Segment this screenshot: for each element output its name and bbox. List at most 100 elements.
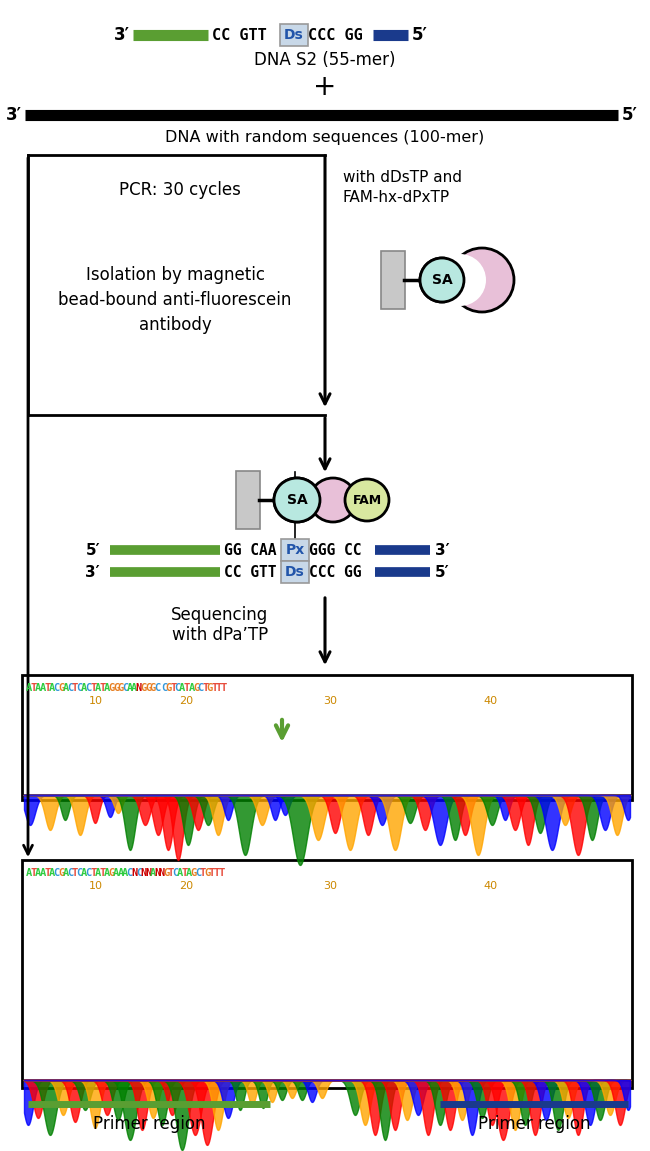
Text: 10: 10 (89, 696, 103, 706)
Text: G: G (140, 683, 147, 693)
Text: Primer region: Primer region (93, 1115, 205, 1133)
Text: T: T (72, 683, 78, 693)
FancyBboxPatch shape (281, 539, 309, 561)
Text: A: A (35, 868, 42, 878)
Text: T: T (202, 683, 209, 693)
Text: DNA S2 (55-mer): DNA S2 (55-mer) (254, 51, 396, 69)
Text: 5′: 5′ (85, 542, 100, 557)
Text: 40: 40 (483, 881, 497, 891)
Text: T: T (184, 683, 190, 693)
Text: A: A (118, 868, 124, 878)
Text: C: C (172, 868, 179, 878)
Text: A: A (40, 868, 46, 878)
Text: T: T (90, 868, 96, 878)
Text: G: G (166, 683, 172, 693)
Text: DNA with random sequences (100-mer): DNA with random sequences (100-mer) (165, 130, 485, 145)
Text: C: C (86, 868, 92, 878)
Text: C: C (161, 683, 167, 693)
Text: PCR: 30 cycles: PCR: 30 cycles (119, 181, 241, 199)
Text: 3′: 3′ (6, 106, 22, 124)
Text: T: T (181, 868, 188, 878)
Text: +: + (313, 73, 337, 101)
FancyBboxPatch shape (236, 471, 260, 529)
Text: A: A (35, 683, 42, 693)
Text: T: T (216, 683, 222, 693)
Text: CCC GG: CCC GG (308, 28, 363, 43)
Text: SA: SA (432, 273, 452, 287)
Text: Ds: Ds (284, 28, 304, 41)
Ellipse shape (420, 258, 464, 302)
Text: N: N (136, 683, 142, 693)
Circle shape (434, 254, 486, 306)
Ellipse shape (345, 479, 389, 521)
Text: 10: 10 (89, 881, 103, 891)
Text: T: T (99, 868, 105, 878)
Text: C: C (67, 868, 73, 878)
Text: 3′: 3′ (85, 564, 100, 579)
Text: 5′: 5′ (412, 26, 428, 44)
Text: CC GTT: CC GTT (224, 564, 276, 579)
Text: A: A (177, 868, 183, 878)
Text: 30: 30 (323, 696, 337, 706)
Text: C: C (53, 683, 60, 693)
Text: with dDsTP and: with dDsTP and (343, 169, 462, 184)
Ellipse shape (420, 258, 464, 302)
Text: G: G (113, 683, 119, 693)
Text: A: A (113, 868, 119, 878)
FancyBboxPatch shape (281, 561, 309, 584)
Text: A: A (104, 868, 110, 878)
Text: G: G (145, 683, 151, 693)
Text: T: T (31, 868, 37, 878)
Text: T: T (90, 683, 96, 693)
Text: T: T (209, 868, 215, 878)
Text: A: A (62, 683, 69, 693)
Text: T: T (44, 683, 51, 693)
Text: C: C (175, 683, 181, 693)
Ellipse shape (310, 478, 356, 523)
Text: 5′: 5′ (622, 106, 638, 124)
Text: C: C (86, 683, 92, 693)
Text: 3′: 3′ (114, 26, 130, 44)
Text: A: A (81, 868, 87, 878)
Text: 30: 30 (323, 881, 337, 891)
Text: T: T (72, 868, 78, 878)
Text: A: A (49, 868, 55, 878)
Text: N: N (145, 868, 151, 878)
Text: C: C (76, 683, 83, 693)
Text: Primer region: Primer region (478, 1115, 590, 1133)
Text: GGG CC: GGG CC (309, 542, 361, 557)
Text: C: C (127, 868, 133, 878)
Ellipse shape (274, 478, 320, 523)
Text: A: A (95, 868, 101, 878)
Text: FAM-hx-dPxTP: FAM-hx-dPxTP (343, 190, 450, 205)
Text: T: T (99, 683, 105, 693)
Circle shape (450, 247, 514, 312)
Text: N: N (159, 868, 165, 878)
Text: N: N (154, 868, 161, 878)
Text: Isolation by magnetic
bead-bound anti-fluorescein
antibody: Isolation by magnetic bead-bound anti-fl… (58, 266, 292, 334)
Text: A: A (104, 683, 110, 693)
Text: FAM: FAM (352, 494, 382, 506)
Text: A: A (127, 683, 133, 693)
Text: G: G (109, 868, 114, 878)
Text: Px: Px (285, 543, 305, 557)
Text: G: G (58, 683, 64, 693)
Text: Ds: Ds (285, 565, 305, 579)
Text: A: A (188, 683, 194, 693)
Text: G: G (163, 868, 170, 878)
FancyBboxPatch shape (381, 251, 405, 308)
Text: 40: 40 (483, 696, 497, 706)
Text: G: G (118, 683, 124, 693)
Text: C: C (154, 683, 161, 693)
Text: C: C (53, 868, 60, 878)
Text: 5′: 5′ (435, 564, 450, 579)
Text: A: A (81, 683, 87, 693)
Text: G: G (109, 683, 114, 693)
Text: 20: 20 (179, 696, 193, 706)
Text: T: T (44, 868, 51, 878)
Text: T: T (211, 683, 218, 693)
Text: C: C (136, 868, 142, 878)
Text: A: A (95, 683, 101, 693)
Text: T: T (31, 683, 37, 693)
Text: A: A (179, 683, 185, 693)
